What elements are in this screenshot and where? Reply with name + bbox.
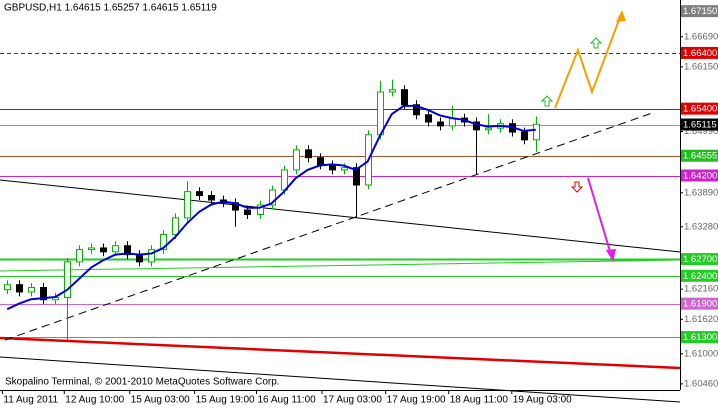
candle-body (148, 249, 155, 263)
chart-title: GBPUSD,H1 1.64615 1.65257 1.64615 1.6511… (4, 3, 217, 14)
trend-line (0, 336, 681, 370)
y-tick-label: 1.66150 (684, 61, 718, 72)
trend-line (0, 179, 681, 253)
candle-body (389, 89, 396, 93)
level-box (681, 331, 718, 344)
x-tick-label: 17 Aug 03:00 (323, 395, 382, 406)
x-tick-label: 17 Aug 19:00 (387, 395, 446, 406)
level-label: 1.66400 (683, 48, 717, 59)
y-tick-label: 1.63890 (684, 187, 718, 198)
footer: Skopalino Terminal, © 2001-2010 MetaQuot… (5, 377, 280, 388)
candle-body (281, 169, 288, 191)
candle-body (269, 189, 276, 206)
candle-body (244, 209, 251, 216)
level-box (681, 118, 718, 131)
candle-body (437, 121, 444, 127)
up-signal (589, 37, 603, 49)
candle-body (184, 191, 191, 219)
forecast-arrow (587, 177, 613, 259)
y-tick-label: 1.61620 (684, 314, 718, 325)
arrow-head (606, 249, 616, 262)
y-tick-label: 1.60460 (684, 378, 718, 389)
candle-body (40, 286, 47, 301)
candle-body (485, 127, 492, 131)
level-label: 1.61300 (683, 332, 717, 343)
level-lines (0, 53, 680, 338)
candle-body (353, 167, 360, 186)
down-signal (570, 181, 584, 193)
candle-body (401, 89, 408, 106)
level-label: 1.62700 (683, 254, 717, 265)
y-tick-label: 1.63280 (684, 221, 718, 232)
trend-line (0, 259, 681, 272)
up-signal (540, 95, 554, 107)
candle-body (76, 249, 83, 263)
trend-line (0, 356, 681, 403)
x-tick-label: 19 Aug 03:00 (513, 395, 572, 406)
candle-body (16, 284, 23, 293)
candle-body (112, 245, 119, 253)
candle-body (425, 114, 432, 123)
level-box (681, 149, 718, 162)
candle-body (533, 123, 540, 141)
candle-body (136, 254, 143, 263)
level-box (681, 253, 718, 266)
level-box (681, 169, 718, 182)
level-box (681, 297, 718, 310)
y-tick-label: 1.66690 (684, 31, 718, 42)
level-box (681, 5, 718, 18)
candle-body (28, 286, 35, 293)
moving-average (6, 104, 536, 311)
candle-body (124, 245, 131, 256)
candle-body (172, 217, 179, 236)
drawings (0, 10, 681, 403)
level-box (681, 46, 718, 59)
candle-body (341, 167, 348, 171)
candle-body (88, 247, 95, 251)
candle-body (208, 195, 215, 201)
level-label: 1.62400 (683, 271, 717, 282)
candle-body (160, 234, 167, 251)
candle-body (377, 91, 384, 136)
x-tick-label: 12 Aug 10:00 (65, 395, 124, 406)
y-tick-label: 1.61000 (684, 348, 718, 359)
candle-body (413, 104, 420, 116)
level-label: 1.61900 (683, 299, 717, 310)
candle-body (317, 157, 324, 166)
y-tick-label: 1.64990 (684, 126, 718, 137)
x-tick-label: 16 Aug 11:00 (258, 395, 317, 406)
candle-body (521, 131, 528, 141)
candle-body (305, 149, 312, 159)
candle-body (196, 191, 203, 197)
level-label: 1.67150 (683, 6, 717, 17)
level-label: 1.64555 (683, 151, 717, 162)
x-tick-label: 18 Aug 11:00 (450, 395, 509, 406)
level-label: 1.65400 (683, 104, 717, 115)
arrow-head (616, 10, 626, 22)
y-tick-label: 1.62160 (684, 284, 718, 295)
level-label: 1.65115 (683, 120, 717, 131)
trend-line (4, 111, 656, 341)
level-box (681, 102, 718, 115)
level-label: 1.64200 (683, 171, 717, 182)
candle-body (4, 284, 11, 291)
x-tick-label: 15 Aug 03:00 (131, 395, 190, 406)
x-tick-label: 15 Aug 19:00 (196, 395, 255, 406)
candle-body (64, 261, 71, 299)
candle-body (100, 247, 107, 253)
forecast-arrow (554, 11, 623, 109)
candle-body (293, 149, 300, 171)
x-tick-label: 11 Aug 2011 (3, 395, 58, 406)
level-box (681, 269, 718, 282)
candle-body (257, 204, 264, 215)
